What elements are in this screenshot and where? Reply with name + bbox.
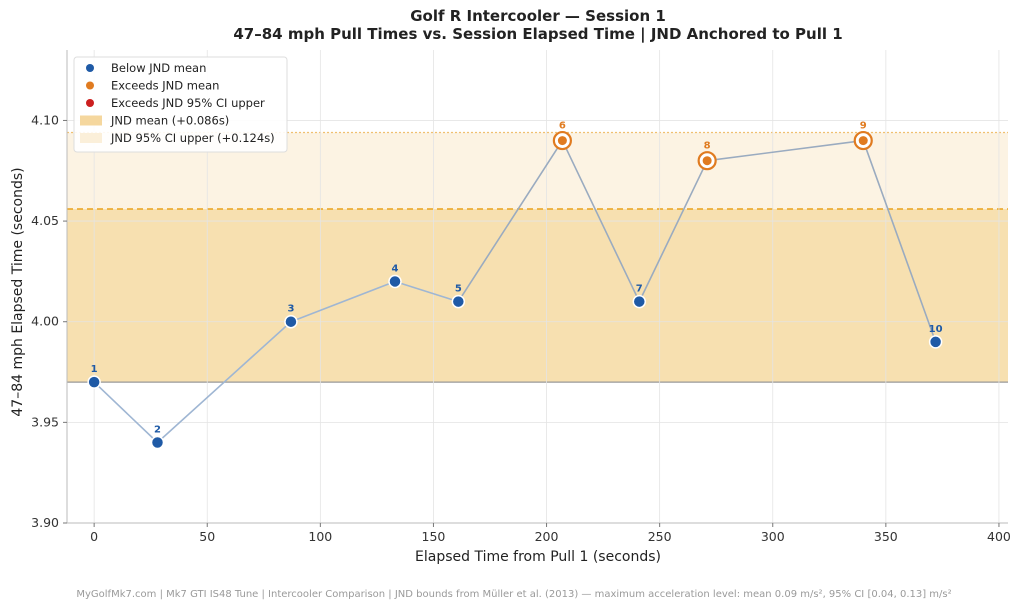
data-point	[150, 435, 165, 450]
data-point	[451, 294, 466, 309]
data-point	[284, 314, 298, 329]
point-label: 8	[704, 141, 711, 152]
legend-label: JND mean (+0.086s)	[110, 114, 229, 128]
x-tick-label: 400	[987, 529, 1011, 544]
point-label: 4	[392, 263, 399, 274]
point-label: 7	[636, 284, 643, 295]
point-label: 1	[91, 364, 98, 375]
legend-marker	[86, 81, 94, 90]
x-tick-label: 0	[90, 529, 98, 544]
jnd-mean-band	[67, 209, 1008, 383]
y-tick-label: 4.00	[31, 314, 59, 329]
y-tick-label: 4.10	[31, 112, 59, 127]
y-axis-label: 47–84 mph Elapsed Time (seconds)	[10, 167, 26, 416]
legend-swatch	[80, 133, 102, 143]
series-connector	[93, 139, 937, 444]
point-label: 9	[860, 121, 867, 132]
point-label: 10	[929, 324, 943, 335]
point-label: 3	[287, 304, 294, 315]
connector-segment	[156, 321, 292, 444]
footer-note: MyGolfMk7.com | Mk7 GTI IS48 Tune | Inte…	[76, 589, 951, 600]
connector-segment	[707, 139, 864, 162]
y-tick-label: 4.05	[31, 213, 59, 228]
connector-segment	[862, 140, 937, 343]
x-tick-label: 300	[761, 529, 785, 544]
legend-label: Exceeds JND mean	[111, 79, 219, 93]
legend-marker	[86, 99, 94, 107]
legend-box	[73, 56, 288, 153]
x-tick-label: 200	[535, 529, 559, 544]
connector-segment	[394, 280, 459, 303]
connector-segment	[93, 381, 159, 444]
data-point	[928, 335, 943, 349]
data-point	[87, 375, 101, 389]
connector-segment	[290, 280, 396, 323]
x-tick-label: 250	[648, 529, 672, 544]
chart-title-line1: Golf R Intercooler — Session 1	[410, 7, 666, 25]
connector-segment	[457, 140, 564, 303]
data-point	[557, 136, 567, 146]
point-label: 6	[559, 121, 566, 132]
x-tick-label: 100	[308, 529, 332, 544]
data-point	[858, 136, 868, 146]
y-tick-label: 3.90	[31, 515, 59, 530]
data-point	[632, 294, 647, 309]
point-label: 5	[455, 284, 462, 295]
x-axis-ticks: 0 50 100 150 200 250 300 350 400	[90, 523, 1011, 544]
jnd-bands	[67, 131, 1008, 383]
axes-frame	[66, 50, 1008, 524]
legend-label: JND 95% CI upper (+0.124s)	[110, 131, 275, 145]
legend-marker	[86, 64, 94, 72]
legend-label: Below JND mean	[111, 61, 206, 75]
data-points: 1 2 3 4 5 6 7 8 9 10	[87, 121, 943, 450]
data-point	[702, 156, 712, 166]
x-tick-label: 50	[199, 529, 215, 544]
connector-segment	[638, 160, 708, 302]
chart-title-line2: 47–84 mph Pull Times vs. Session Elapsed…	[233, 25, 842, 44]
connector-segment	[561, 140, 641, 302]
x-tick-label: 150	[422, 529, 446, 544]
data-point	[388, 274, 402, 289]
x-axis-label: Elapsed Time from Pull 1 (seconds)	[415, 549, 661, 565]
legend-label: Exceeds JND 95% CI upper	[111, 96, 265, 110]
y-axis-ticks: 3.90 3.95 4.00 4.05 4.10	[31, 112, 67, 530]
x-tick-label: 350	[874, 529, 898, 544]
y-tick-label: 3.95	[31, 414, 59, 429]
legend-swatch	[80, 115, 102, 126]
legend: Below JND mean Exceeds JND mean Exceeds JN…	[73, 56, 288, 153]
point-label: 2	[154, 424, 161, 435]
